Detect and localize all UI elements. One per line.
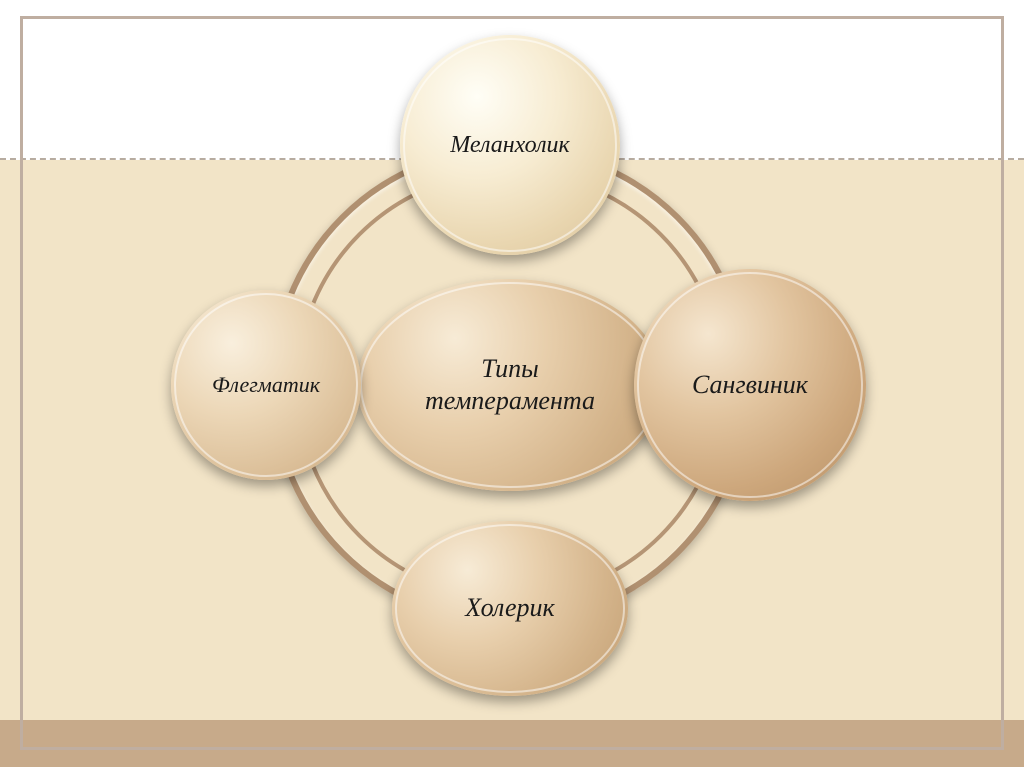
center-node: Типы темперамента [357, 279, 663, 491]
temperament-diagram: Типы темперамента Меланхолик Сангвиник Х… [0, 0, 1024, 767]
node-top-label: Меланхолик [444, 124, 576, 166]
node-bottom-label: Холерик [459, 586, 560, 631]
node-bottom: Холерик [392, 521, 628, 696]
node-left: Флегматик [171, 290, 361, 480]
center-label: Типы темперамента [419, 347, 601, 424]
node-right-label: Сангвиник [686, 363, 814, 408]
slide-canvas: Типы темперамента Меланхолик Сангвиник Х… [0, 0, 1024, 767]
node-left-label: Флегматик [206, 365, 326, 405]
center-label-line2: темперамента [425, 386, 595, 415]
node-top: Меланхолик [400, 35, 620, 255]
node-right: Сангвиник [634, 269, 866, 501]
center-label-line1: Типы [481, 354, 538, 383]
